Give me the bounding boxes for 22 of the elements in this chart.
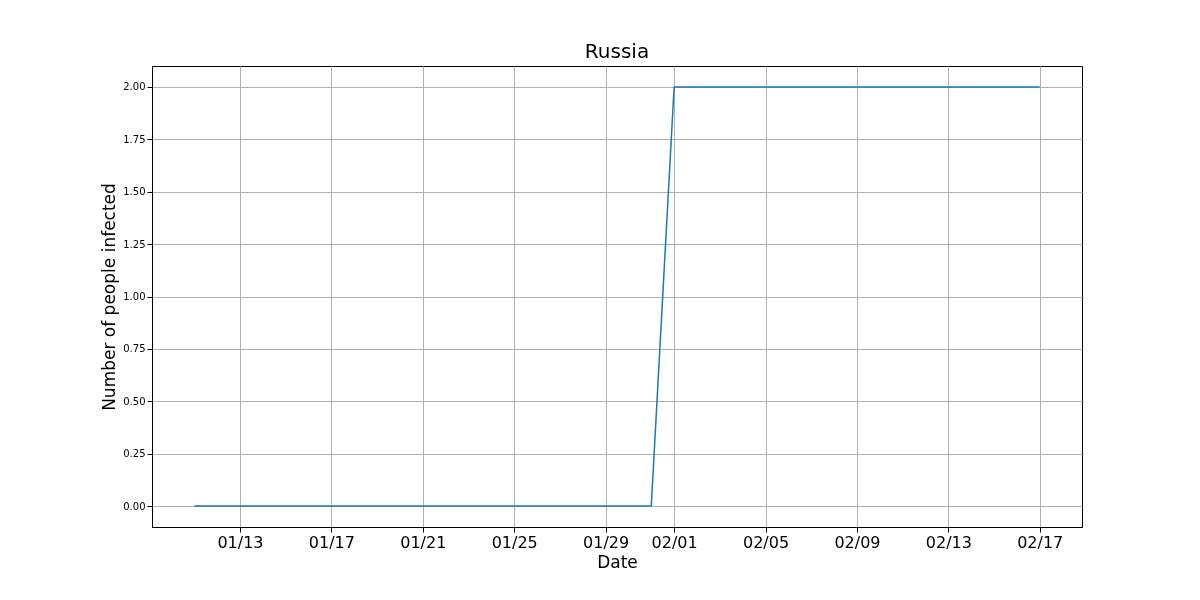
y-axis-title: Number of people infected	[99, 183, 120, 411]
x-tick-label: 01/17	[308, 532, 355, 552]
chart-title: Russia	[584, 39, 650, 63]
y-tick-label: 1.25	[123, 238, 146, 250]
y-tick-label: 0.00	[123, 500, 146, 512]
y-tick-label: 1.75	[123, 133, 146, 145]
y-tick-label: 1.50	[123, 186, 146, 198]
x-tick-label: 01/21	[400, 532, 447, 552]
y-tick-label: 2.00	[123, 81, 146, 93]
y-tick-label: 1.00	[123, 291, 146, 302]
y-tick-label: 0.25	[123, 448, 146, 460]
x-tick-label: 02/05	[742, 532, 790, 552]
x-tick-label: 02/17	[1017, 532, 1064, 552]
y-tick-label: 0.75	[123, 343, 146, 355]
x-tick-label: 01/13	[217, 532, 264, 552]
x-tick-label: 01/25	[491, 532, 538, 552]
x-tick-label: 02/09	[834, 532, 881, 552]
x-tick-label: 02/01	[651, 532, 698, 552]
x-tick-label: 02/13	[925, 532, 972, 552]
y-tick-label: 0.50	[123, 395, 146, 407]
x-tick-label: 01/29	[583, 532, 630, 552]
x-axis-title: Date	[597, 551, 638, 572]
